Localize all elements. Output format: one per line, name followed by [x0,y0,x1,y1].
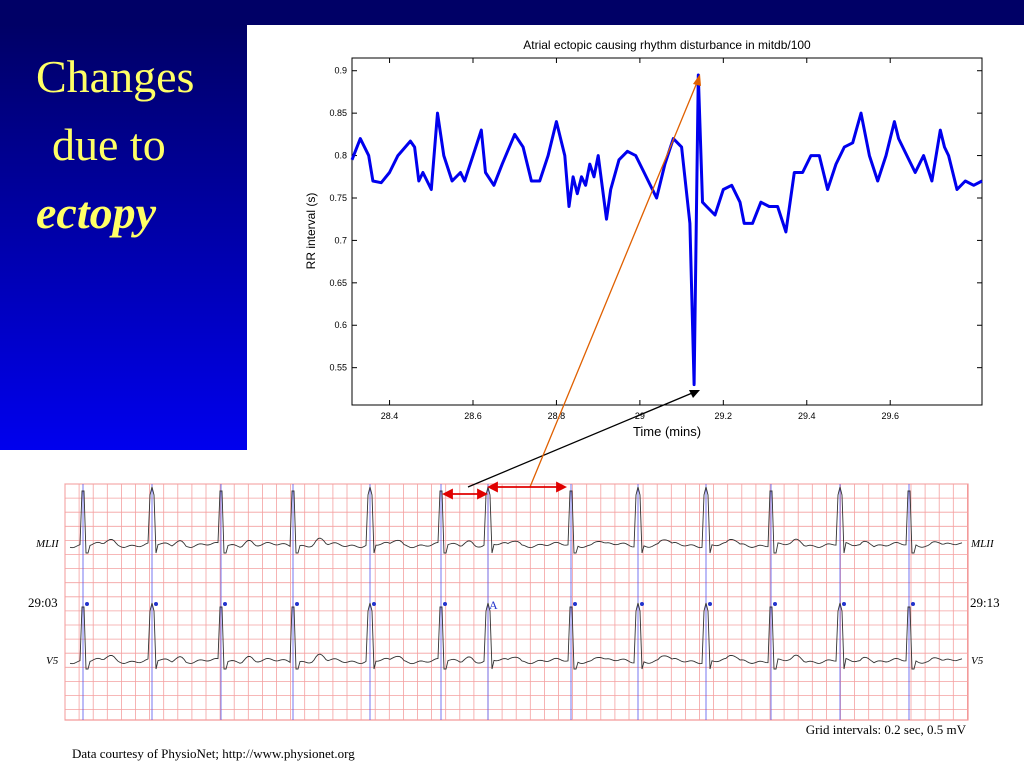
beat-dot [223,602,227,606]
arrow-head [477,488,489,500]
x-tick-label: 28.6 [464,411,482,421]
arrow-head [486,481,498,493]
pointer-arrow [529,79,699,488]
x-tick-label: 29.4 [798,411,816,421]
pointer-arrow [467,390,698,488]
title-line: due to [52,119,166,170]
grid-note: Grid intervals: 0.2 sec, 0.5 mV [806,722,967,737]
footer: Data courtesy of PhysioNet; http://www.p… [72,746,355,761]
data-line [350,73,983,387]
lead-label: V5 [971,655,984,667]
x-axis-label: Time (mins) [633,424,701,439]
y-tick-label: 0.8 [334,151,347,161]
lead-label: MLII [970,538,995,550]
title-line: Changes [36,51,194,102]
plot-frame [351,57,983,406]
beat-dot [85,602,89,606]
interval-arrows [441,481,568,500]
beat-annotation: A [489,598,498,612]
y-tick-label: 0.55 [329,363,347,373]
y-axis-label: RR interval (s) [304,193,318,270]
beat-dot [842,602,846,606]
title-line: ectopy [36,187,157,238]
y-tick-label: 0.85 [329,108,347,118]
ecg-strip [64,483,969,721]
arrow-head [689,390,700,398]
beat-dot [911,602,915,606]
arrow-head [441,488,453,500]
lead-label: V5 [46,655,59,667]
y-tick-label: 0.6 [334,320,347,330]
chart-title: Atrial ectopic causing rhythm disturbanc… [523,38,811,52]
ecg-trace [69,602,963,670]
y-tick-label: 0.7 [334,235,347,245]
beat-dot [295,602,299,606]
beat-dot [443,602,447,606]
title-panel [0,25,247,450]
beat-dot [154,602,158,606]
beat-dot [640,602,644,606]
time-label: 29:03 [28,595,58,610]
beat-dot [372,602,376,606]
lead-label: MLII [35,538,60,550]
beat-dot [773,602,777,606]
y-tick-label: 0.9 [334,66,347,76]
x-tick-label: 28.4 [381,411,399,421]
x-tick-label: 28.8 [548,411,566,421]
x-tick-label: 29.6 [881,411,899,421]
beat-dot [573,602,577,606]
x-tick-label: 29 [635,411,645,421]
beat-dot [708,602,712,606]
x-tick-label: 29.2 [715,411,733,421]
arrow-head [556,481,568,493]
time-label: 29:13 [970,595,1000,610]
ecg-trace [69,486,963,554]
arrow-head [693,74,701,86]
y-tick-label: 0.75 [329,193,347,203]
y-tick-label: 0.65 [329,278,347,288]
chart: Atrial ectopic causing rhythm disturbanc… [304,38,983,439]
top-band [0,0,1024,25]
